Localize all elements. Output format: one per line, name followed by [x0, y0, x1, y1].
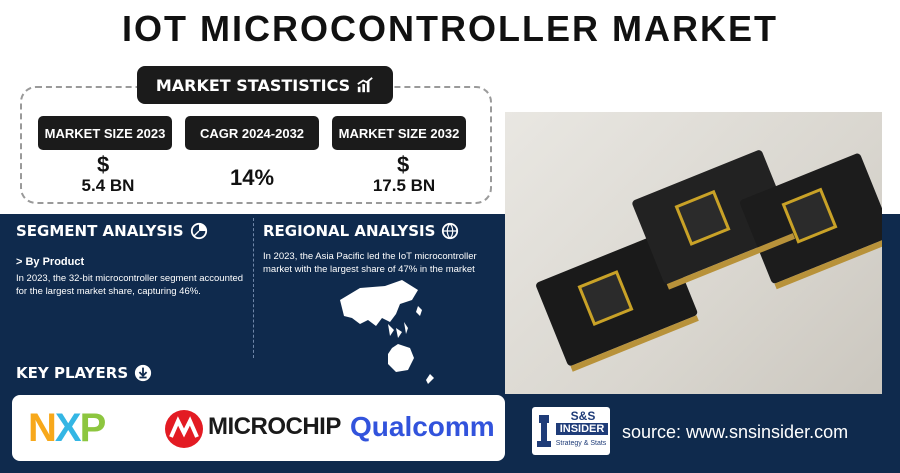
- nxp-logo: NXP: [28, 406, 106, 450]
- download-circle-icon: [135, 364, 152, 382]
- chess-piece-icon: [537, 415, 551, 447]
- key-players-logos: NXP MICROCHIP Qualcomm: [12, 395, 505, 461]
- microchip-logo-mark: [165, 410, 203, 448]
- globe-icon: [442, 222, 459, 240]
- currency-symbol: $: [397, 152, 410, 177]
- logo-line2: INSIDER: [556, 423, 608, 435]
- logo-line3: Strategy & Stats: [555, 440, 607, 447]
- page-title: IOT MICROCONTROLLER MARKET: [122, 8, 778, 49]
- segment-analysis-title: SEGMENT ANALYSIS: [16, 222, 184, 240]
- segment-sub-heading: > By Product: [16, 256, 85, 268]
- segment-analysis-heading: SEGMENT ANALYSIS: [16, 222, 208, 240]
- market-statistics-label: MARKET STASTISTICS: [155, 75, 351, 95]
- pie-chart-icon: [190, 222, 207, 240]
- metric-label-market-size-2032: MARKET SIZE 2032: [332, 116, 466, 150]
- source-text: source: www.snsinsider.com: [622, 422, 849, 442]
- microchip-logo-text: MICROCHIP: [208, 413, 341, 440]
- qualcomm-logo: Qualcomm: [350, 411, 495, 442]
- currency-symbol: $: [97, 152, 110, 177]
- key-players-heading: KEY PLAYERS: [16, 364, 152, 382]
- metric-value-cagr: 14%: [229, 165, 275, 190]
- market-statistics-heading: MARKET STASTISTICS: [137, 66, 393, 104]
- sns-insider-logo: S&S INSIDER Strategy & Stats: [532, 407, 610, 455]
- segment-description: In 2023, the 32-bit microcontroller segm…: [16, 273, 244, 297]
- regional-description: In 2023, the Asia Pacific led the IoT mi…: [263, 251, 477, 275]
- chart-growth-icon: [357, 77, 373, 93]
- metric-value-market-size-2032: 17.5 BN: [372, 176, 436, 195]
- microcontroller-boards-image: [536, 150, 882, 372]
- regional-analysis-heading: REGIONAL ANALYSIS: [263, 222, 459, 240]
- regional-analysis-title: REGIONAL ANALYSIS: [263, 222, 436, 240]
- product-photo: [505, 112, 882, 394]
- asia-pacific-map: [340, 280, 434, 384]
- logo-line1: S&S: [570, 409, 596, 423]
- metric-value-market-size-2023: 5.4 BN: [81, 176, 135, 195]
- metric-label-cagr: CAGR 2024-2032: [185, 116, 319, 150]
- metric-label-market-size-2023: MARKET SIZE 2023: [38, 116, 172, 150]
- key-players-title: KEY PLAYERS: [16, 364, 129, 382]
- panel-divider: [253, 218, 254, 358]
